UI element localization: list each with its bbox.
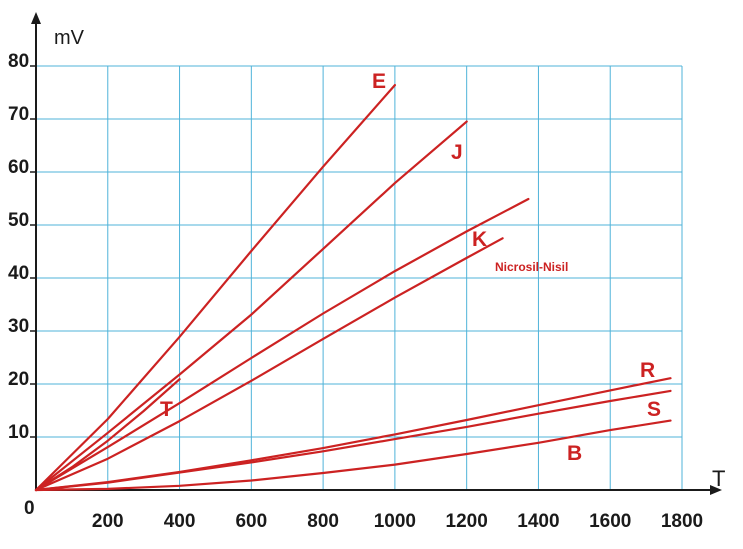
y-tick-label: 50 <box>8 210 29 231</box>
y-axis-arrow-icon <box>31 12 41 24</box>
y-tick-label: 10 <box>8 422 29 443</box>
series-label-b: B <box>567 442 582 465</box>
series-line-b <box>34 419 672 492</box>
series-line-k <box>34 197 530 492</box>
x-tick-label: 1200 <box>446 511 488 532</box>
series-label-t: T <box>160 398 173 421</box>
series-line-j <box>34 120 468 492</box>
series-label-e: E <box>372 70 386 93</box>
x-tick-label: 1800 <box>661 511 703 532</box>
x-tick-label: 800 <box>307 511 339 532</box>
y-tick-label: 60 <box>8 157 29 178</box>
series-line-nicrosil-nisil <box>34 237 504 492</box>
y-tick-label: 40 <box>8 263 29 284</box>
series-label-k: K <box>472 228 487 251</box>
series-line-e <box>34 83 396 492</box>
series-line-s <box>34 389 672 492</box>
series-label-j: J <box>451 141 463 164</box>
x-tick-label: 400 <box>164 511 196 532</box>
y-tick-label: 70 <box>8 104 29 125</box>
origin-label: 0 <box>24 498 35 519</box>
y-tick-label: 20 <box>8 369 29 390</box>
y-tick-label: 80 <box>8 51 29 72</box>
axes: mV T 0 <box>24 12 725 519</box>
y-tick-label: 30 <box>8 316 29 337</box>
series <box>34 83 672 492</box>
series-line-r <box>34 377 672 492</box>
series-label-s: S <box>647 398 661 421</box>
x-axis-label: T <box>712 466 725 491</box>
series-label-r: R <box>640 359 655 382</box>
tick-labels: 200 400 600 800 1000 1200 1400 1600 180010203040… <box>8 51 703 532</box>
x-tick-label: 200 <box>92 511 124 532</box>
x-tick-label: 1400 <box>517 511 559 532</box>
x-axis-arrow-icon <box>710 485 722 495</box>
series-label-nicrosil-nisil: Nicrosil-Nisil <box>495 260 568 274</box>
x-tick-label: 1600 <box>589 511 631 532</box>
x-tick-label: 1000 <box>374 511 416 532</box>
x-tick-label: 600 <box>235 511 267 532</box>
y-axis-label: mV <box>54 27 85 49</box>
series-labels: E J T K Nicrosil-Nisil RS B <box>160 70 661 465</box>
